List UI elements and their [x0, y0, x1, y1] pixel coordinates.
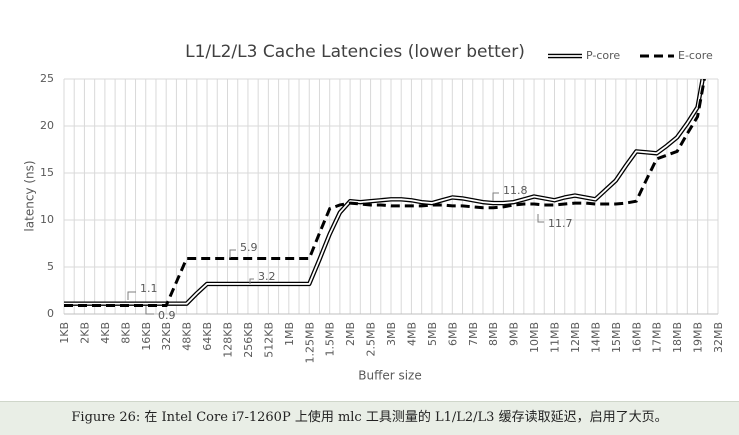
- x-tick-label: 32KB: [160, 322, 173, 351]
- y-tick-label: 15: [40, 166, 54, 179]
- annotation: 0.9: [158, 309, 176, 322]
- x-tick-label: 512KB: [262, 322, 275, 358]
- annotation: 5.9: [240, 241, 258, 254]
- y-tick-label: 0: [47, 307, 54, 320]
- annotation-leader: [249, 278, 254, 284]
- x-tick-label: 1.25MB: [303, 322, 316, 364]
- legend-label: P-core: [586, 49, 620, 62]
- x-tick-label: 4MB: [405, 322, 418, 346]
- x-tick-label: 5MB: [426, 322, 439, 346]
- x-tick-label: 6MB: [446, 322, 459, 346]
- legend-label: E-core: [678, 49, 713, 62]
- series-line: [64, 79, 706, 308]
- x-tick-label: 2KB: [78, 322, 91, 344]
- x-tick-label: 8MB: [487, 322, 500, 346]
- y-tick-label: 5: [47, 260, 54, 273]
- x-tick-label: 48KB: [181, 322, 194, 351]
- x-tick-label: 16MB: [630, 322, 643, 353]
- x-tick-label: 16KB: [140, 322, 153, 351]
- y-tick-label: 10: [40, 213, 54, 226]
- x-tick-label: 1MB: [283, 322, 296, 346]
- x-tick-label: 8KB: [119, 322, 132, 344]
- x-tick-label: 128KB: [222, 322, 235, 358]
- x-tick-label: 1.5MB: [324, 322, 337, 357]
- annotation-leader: [492, 192, 499, 201]
- x-tick-label: 2MB: [344, 322, 357, 346]
- x-tick-label: 17MB: [651, 322, 664, 353]
- plot-lines: [64, 79, 706, 308]
- x-tick-label: 14MB: [589, 322, 602, 353]
- x-tick-label: 2.5MB: [365, 322, 378, 357]
- series-line: [64, 79, 705, 306]
- x-tick-label: 10MB: [528, 322, 541, 353]
- annotation-leader: [537, 214, 544, 223]
- y-tick-label: 25: [40, 72, 54, 85]
- annotation: 3.2: [258, 270, 276, 283]
- annotation-leader: [127, 291, 136, 300]
- x-tick-label: 64KB: [201, 322, 214, 351]
- x-tick-label: 12MB: [569, 322, 582, 353]
- x-tick-label: 1KB: [58, 322, 71, 344]
- chart: L1/L2/L3 Cache Latencies (lower better) …: [23, 42, 726, 383]
- x-tick-label: 18MB: [671, 322, 684, 353]
- x-tick-label: 9MB: [508, 322, 521, 346]
- x-tick-label: 32MB: [712, 322, 725, 353]
- annotation: 1.1: [140, 282, 158, 295]
- x-tick-label: 15MB: [610, 322, 623, 353]
- y-axis-label: latency (ns): [23, 160, 37, 231]
- x-tick-label: 256KB: [242, 322, 255, 358]
- caption: Figure 26: 在 Intel Core i7-1260P 上使用 mlc…: [0, 401, 739, 435]
- chart-title: L1/L2/L3 Cache Latencies (lower better): [185, 42, 525, 62]
- x-tick-label: 3MB: [385, 322, 398, 346]
- x-axis-label: Buffer size: [358, 369, 422, 383]
- x-tick-label: 19MB: [692, 322, 705, 353]
- x-tick-label: 4KB: [99, 322, 112, 344]
- annotation: 11.8: [503, 184, 528, 197]
- y-tick-label: 20: [40, 119, 54, 132]
- annotation-leader: [229, 249, 236, 258]
- annotation-leader: [145, 306, 154, 315]
- annotation: 11.7: [548, 217, 573, 230]
- series-line-inner: [64, 79, 704, 305]
- x-tick-label: 11MB: [549, 322, 562, 353]
- x-tick-label: 7MB: [467, 322, 480, 346]
